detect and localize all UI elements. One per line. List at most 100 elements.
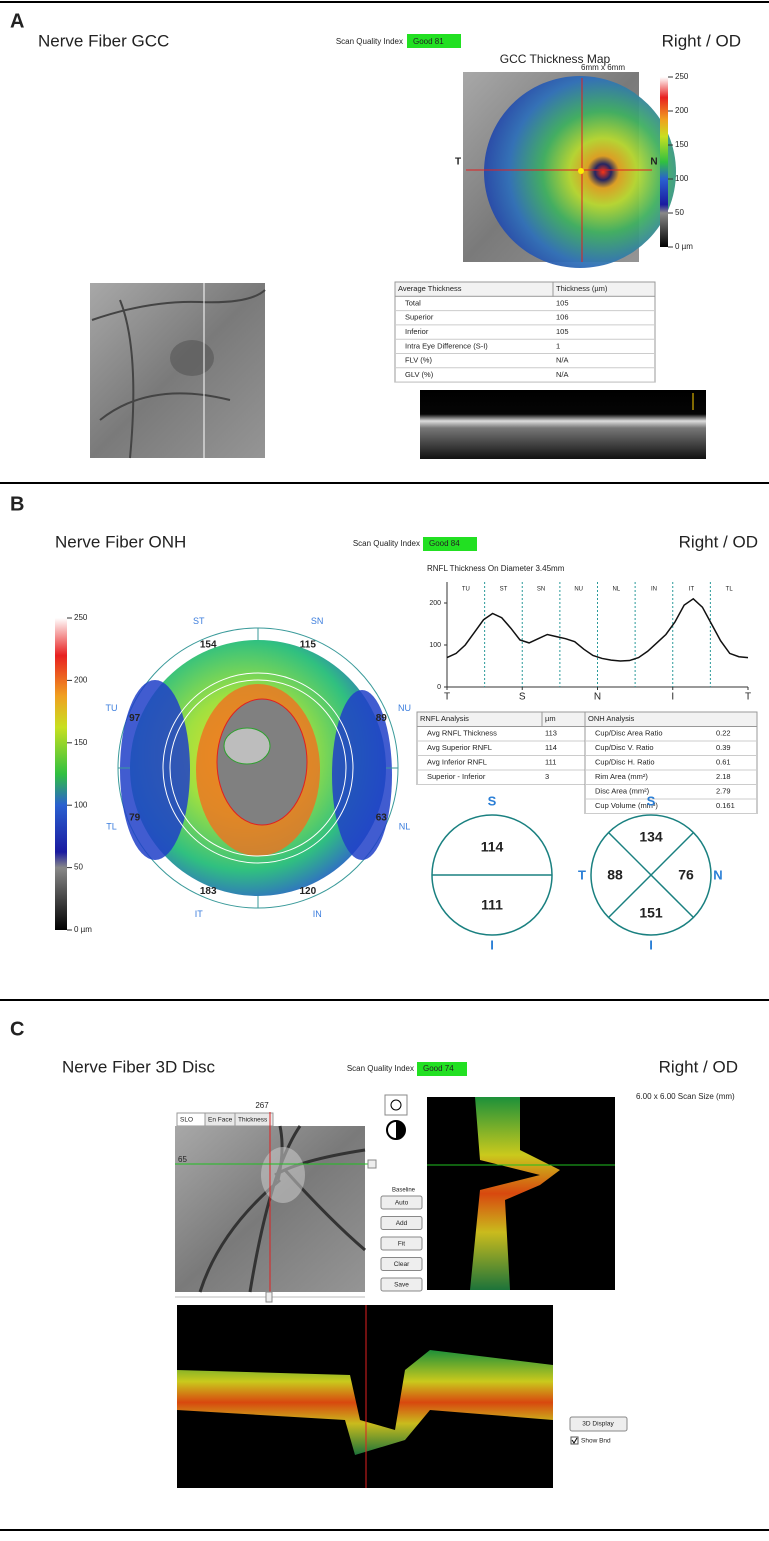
button[interactable] [380,1257,423,1271]
button[interactable] [380,1216,423,1230]
contrast-icon[interactable] [386,1120,406,1140]
cell-label: FLV (%) [405,356,432,365]
colorbar-ticks: 250 200 150 100 50 0 µm [67,613,92,934]
colorbar-tick-label: 150 [675,140,689,149]
cell-value: 2.18 [716,772,731,781]
sector-name: TL [106,822,117,832]
cell-value: 105 [556,298,569,307]
quality-label: Scan Quality Index [347,1064,414,1073]
slider-thumb[interactable] [265,1291,273,1303]
display-button[interactable] [569,1416,628,1432]
baseline-label: Baseline [392,1188,416,1194]
sector-label: SN [537,587,545,593]
panel-title: Nerve Fiber GCC [38,31,169,50]
cell-value: 113 [545,729,557,738]
sector-name: NU [398,703,411,713]
quad-bottom: I [649,937,653,952]
sector-name: TU [106,703,118,713]
colorbar-tick-label: 200 [74,676,88,685]
table-frame [584,711,758,814]
cell-label: Total [405,298,421,307]
icon-sun [390,1099,402,1111]
button[interactable] [380,1236,423,1251]
cell-value: 111 [545,758,556,767]
cell-label: Avg Superior RNFL [427,743,492,752]
hemi-superior: 114 [481,839,504,855]
thickness-table: Average Thickness Thickness (µm) Total 105 S… [394,281,656,383]
quality-badge [417,1062,467,1076]
sector-value: 120 [299,886,316,897]
cell-value: 0.39 [716,743,731,752]
cell-value: 1 [556,341,560,350]
cell-label: Superior [405,313,434,322]
y-tick-label: 100 [429,642,441,649]
slider-thumb[interactable] [367,1159,377,1169]
quadrant-circle [590,814,712,936]
eye-label: Right / OD [659,1057,738,1076]
quadrant-divider [608,832,694,918]
button[interactable] [380,1195,423,1210]
tab-label: SLO [180,1117,193,1124]
button-label: Fit [398,1241,405,1248]
button[interactable] [380,1277,423,1292]
panel-label: A [10,10,24,32]
cell-label: Rim Area (mm²) [595,772,648,781]
sector-value: 183 [200,886,217,897]
panel-label: B [10,493,24,515]
sector-name: NL [399,822,411,832]
header-text: Average Thickness [398,284,462,293]
quality-badge [423,537,477,551]
rnfl-profile: RNFL Thickness On Diameter 3.45mm 0 100 200… [427,564,751,703]
colorbar-tick-label: 50 [74,863,83,872]
button-label: Auto [395,1200,409,1207]
cell-label: Avg RNFL Thickness [427,729,497,738]
scan-circle [169,679,347,857]
quad-top: S [647,793,656,808]
cell-label: GLV (%) [405,370,434,379]
colorbar-tick-label: 250 [74,613,88,622]
cell-label: Cup/Disc H. Ratio [595,758,655,767]
colorbar-tick-label: 100 [675,174,689,183]
x-tick-label: I [671,692,674,703]
checkbox[interactable] [570,1436,579,1445]
eye-label: Right / OD [662,31,741,50]
panel-title: Nerve Fiber 3D Disc [62,1057,216,1076]
sector-label: TU [462,587,470,593]
oct-bscan [420,390,706,459]
cell-label: Cup/Disc Area Ratio [595,729,663,738]
header-text: RNFL Analysis [420,714,469,723]
colorbar-tick-label: 100 [74,800,88,809]
macula [170,340,214,376]
hemi-top: S [488,793,497,808]
map-title: GCC Thickness Map [500,52,611,66]
header-text: Thickness (µm) [556,284,608,293]
quality-label: Scan Quality Index [336,37,403,46]
x-tick-label: S [519,692,526,703]
map-region [120,680,190,860]
retina-layer [470,1097,560,1290]
sector-label: NU [574,587,583,593]
quality-badge [407,34,461,48]
quality-label: Scan Quality Index [353,539,420,548]
quality-value: Good 81 [413,37,444,46]
colorbar [660,77,668,247]
colorbar-tick-label: 50 [675,208,684,217]
cell-value: N/A [556,370,569,379]
buttons: Auto Add Fit Clear Save [380,1195,423,1292]
sector-value: 89 [376,713,388,724]
map-size: 6mm x 6mm [581,63,625,72]
tab-label: En Face [208,1117,233,1124]
x-tick-label: T [745,692,751,703]
sector-label: TL [726,587,734,593]
cell-label: Superior - Inferior [427,772,486,781]
colorbar-tick-label: 0 µm [675,242,693,251]
brightness-icon[interactable] [384,1094,408,1116]
sector-label: IN [651,587,657,593]
sector-value: 79 [129,812,141,823]
display-button-label: 3D Display [582,1421,614,1428]
colorbar [55,618,67,930]
bscan-vertical [427,1097,615,1290]
sector-value: 115 [300,639,317,650]
